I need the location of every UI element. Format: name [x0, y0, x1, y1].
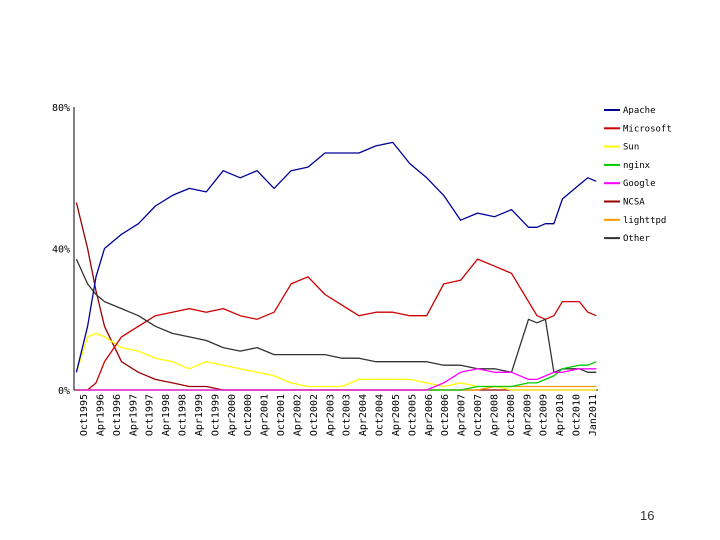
x-tick-label: Oct2008 — [506, 394, 517, 436]
legend-entry-apache: Apache — [604, 106, 656, 116]
x-tick-label: Apr1997 — [128, 394, 139, 436]
x-tick-label: Apr2003 — [325, 394, 336, 436]
x-tick-label: Oct1996 — [112, 394, 123, 436]
x-tick-label: Apr1999 — [194, 394, 205, 436]
legend-label: Sun — [623, 143, 639, 153]
y-tick-label: 80% — [52, 103, 70, 114]
x-tick-label: Oct1995 — [79, 394, 90, 436]
legend-entry-google: Google — [604, 179, 656, 189]
x-tick-label: Oct1999 — [210, 394, 221, 436]
legend-label: lighttpd — [623, 216, 666, 226]
x-tick-label: Apr2006 — [424, 394, 435, 436]
x-tick-label: Oct2002 — [309, 394, 320, 436]
legend-entry-lighttpd: lighttpd — [604, 216, 666, 226]
x-tick-label: Apr1998 — [161, 394, 172, 436]
legend-entry-nginx: nginx — [604, 161, 651, 171]
x-tick-label: Oct1998 — [178, 394, 189, 436]
series-line-google — [76, 368, 597, 391]
x-axis-tick-labels: Oct1995 Apr1996 Oct1996 Apr1997 Oct1997 Apr19… — [79, 394, 599, 436]
x-tick-label: Oct2005 — [407, 394, 418, 436]
x-tick-label: Apr2000 — [227, 394, 238, 436]
x-tick-label: Apr2002 — [292, 394, 303, 436]
series-line-other — [75, 258, 597, 373]
x-tick-label: Oct2004 — [375, 394, 386, 436]
legend-entry-ncsa: NCSA — [604, 198, 645, 208]
chart-legend: Apache Microsoft Sun nginx Google NCSA lighttp… — [604, 106, 672, 244]
series-line-ncsa — [75, 202, 597, 391]
x-tick-label: Oct2006 — [440, 394, 451, 436]
x-tick-label: Apr2005 — [391, 394, 402, 436]
chart-series-lines — [75, 141, 597, 391]
legend-entry-other: Other — [604, 234, 651, 244]
x-tick-label: Apr1996 — [95, 394, 106, 436]
series-line-microsoft — [76, 258, 597, 391]
x-tick-label: Apr2008 — [489, 394, 500, 436]
series-line-sun — [75, 332, 597, 391]
legend-label: Microsoft — [623, 124, 672, 134]
x-tick-label: Oct2007 — [473, 394, 484, 436]
x-tick-label: Oct2003 — [342, 394, 353, 436]
y-tick-label: 40% — [52, 245, 70, 256]
legend-entry-microsoft: Microsoft — [604, 124, 672, 134]
legend-label: Apache — [623, 106, 656, 116]
x-tick-label: Apr2007 — [457, 394, 468, 436]
page-number: 16 — [640, 508, 655, 523]
series-line-apache — [75, 141, 597, 373]
y-tick-label: 0% — [58, 386, 70, 397]
legend-label: NCSA — [623, 198, 645, 208]
legend-label: Google — [623, 179, 656, 189]
legend-label: nginx — [623, 161, 651, 171]
x-tick-label: Apr2009 — [522, 394, 533, 436]
x-tick-label: Oct1997 — [145, 394, 156, 436]
x-tick-label: Oct2009 — [539, 394, 550, 436]
x-tick-label: Oct2010 — [572, 394, 583, 436]
x-tick-label: Apr2001 — [260, 394, 271, 436]
x-tick-label: Apr2010 — [555, 394, 566, 436]
x-tick-label: Oct2000 — [243, 394, 254, 436]
y-axis-tick-labels: 0% 40% 80% — [52, 103, 70, 397]
x-tick-label: Apr2004 — [358, 394, 369, 436]
legend-label: Other — [623, 234, 651, 244]
x-tick-label: Oct2001 — [276, 394, 287, 436]
legend-entry-sun: Sun — [604, 143, 639, 153]
x-tick-label: Jan2011 — [588, 394, 599, 436]
